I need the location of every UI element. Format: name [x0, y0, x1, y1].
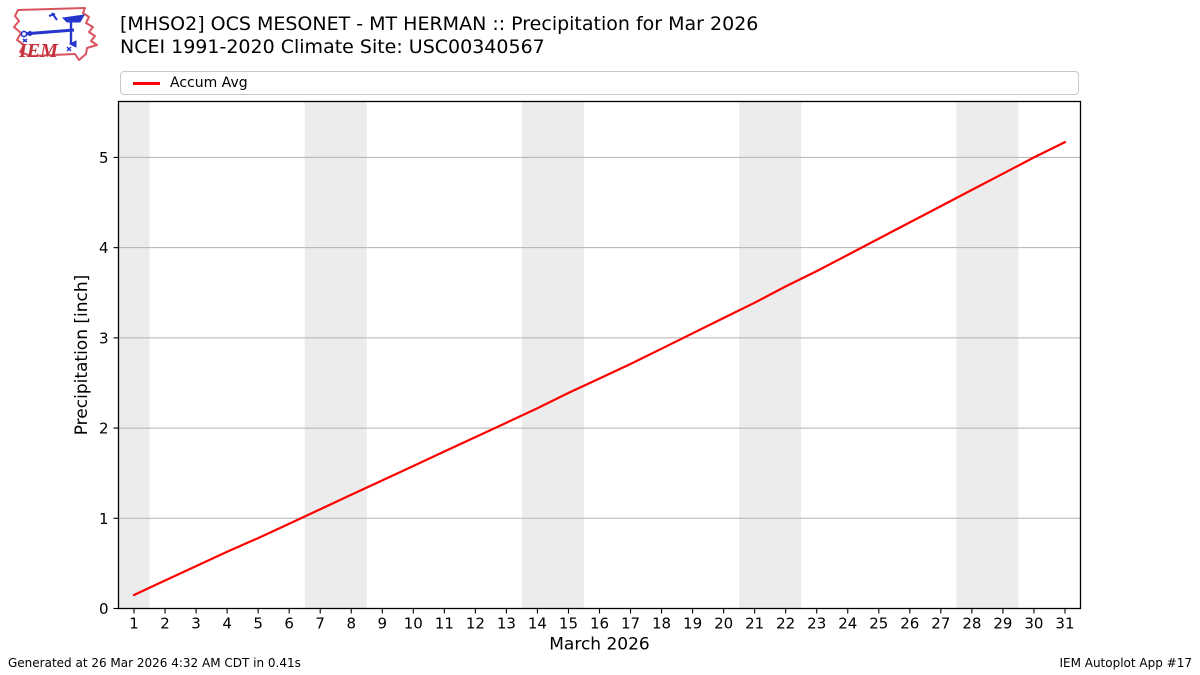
x-tick-label: 10: [404, 615, 423, 633]
logo-iem-text: IEM: [18, 40, 59, 62]
y-tick-label: 4: [99, 239, 109, 257]
footer-generated-text: Generated at 26 Mar 2026 4:32 AM CDT in …: [8, 656, 301, 670]
y-tick-label: 0: [99, 600, 109, 618]
x-tick-label: 8: [346, 615, 356, 633]
y-tick-label: 3: [99, 329, 109, 347]
x-tick-label: 12: [466, 615, 485, 633]
x-tick-label: 19: [683, 615, 702, 633]
x-tick-label: 16: [590, 615, 609, 633]
chart-title: [MHSO2] OCS MESONET - MT HERMAN :: Preci…: [120, 13, 759, 35]
x-tick-label: 31: [1055, 615, 1074, 633]
x-tick-label: 27: [931, 615, 950, 633]
weekend-band: [956, 102, 1019, 608]
x-tick-label: 3: [191, 615, 201, 633]
legend-label: Accum Avg: [170, 75, 248, 91]
x-tick-label: 11: [435, 615, 454, 633]
x-tick-label: 7: [315, 615, 325, 633]
x-tick-label: 29: [993, 615, 1012, 633]
x-tick-label: 6: [284, 615, 294, 633]
weekend-bands: [118, 102, 1019, 608]
x-tick-label: 24: [838, 615, 857, 633]
x-tick-label: 9: [378, 615, 388, 633]
y-tick-label: 2: [99, 420, 109, 438]
x-tick-label: 21: [745, 615, 764, 633]
iem-logo: IEM: [13, 7, 98, 62]
weekend-band: [521, 102, 584, 608]
weather-vane-icon: [20, 12, 85, 52]
plot-border: [117, 100, 1082, 610]
x-tick-label: 17: [621, 615, 640, 633]
weekend-band: [739, 102, 802, 608]
x-tick-label: 2: [160, 615, 170, 633]
x-tick-label: 25: [869, 615, 888, 633]
y-tick-label: 5: [99, 149, 109, 167]
y-axis: 0 1 2 3 4 5: [99, 149, 119, 618]
y-tick-label: 1: [99, 510, 109, 528]
weekend-band: [304, 102, 367, 608]
x-tick-label: 5: [253, 615, 263, 633]
x-tick-label: 18: [652, 615, 671, 633]
x-tick-label: 1: [129, 615, 139, 633]
legend-line-swatch: [133, 81, 160, 85]
y-gridlines: [118, 156, 1081, 519]
chart-subtitle: NCEI 1991-2020 Climate Site: USC00340567: [120, 36, 545, 58]
series-lines: [132, 141, 1067, 597]
accum-avg-line: [132, 141, 1067, 597]
x-tick-label: 15: [559, 615, 578, 633]
x-tick-label: 14: [528, 615, 547, 633]
y-axis-label: Precipitation [inch]: [72, 275, 92, 436]
x-tick-label: 20: [714, 615, 733, 633]
legend-box: Accum Avg: [120, 71, 1079, 95]
x-tick-label: 30: [1024, 615, 1043, 633]
x-tick-label: 23: [807, 615, 826, 633]
x-tick-label: 28: [962, 615, 981, 633]
chart-titles: [MHSO2] OCS MESONET - MT HERMAN :: Preci…: [120, 13, 758, 59]
x-tick-label: 13: [497, 615, 516, 633]
x-tick-label: 4: [222, 615, 232, 633]
weekend-band: [118, 102, 150, 608]
x-tick-label: 22: [776, 615, 795, 633]
x-axis: 1 2 3 4 5 6 7 8 9 10 11 12 13 14 15 16 17 18 19 20 21 22 23 24 2…: [129, 608, 1075, 633]
footer-app-text: IEM Autoplot App #17: [1059, 656, 1192, 670]
x-tick-label: 26: [900, 615, 919, 633]
x-axis-label: March 2026: [549, 635, 650, 655]
